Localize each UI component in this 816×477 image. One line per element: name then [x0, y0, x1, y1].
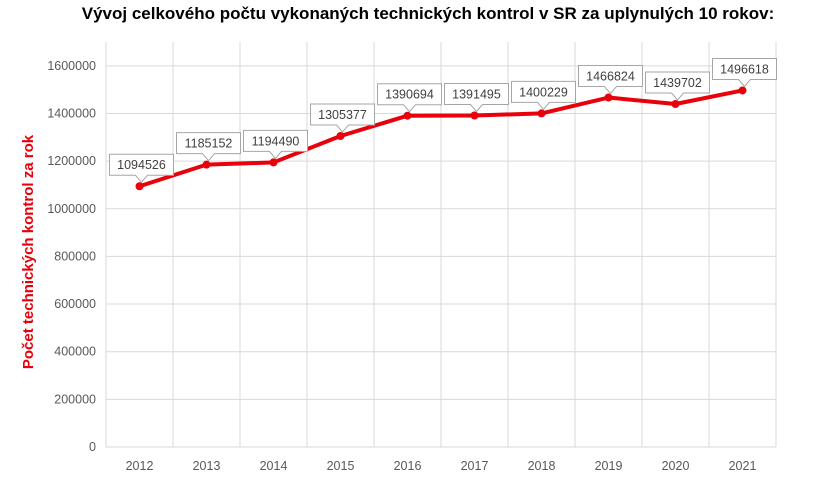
y-tick-label: 600000	[54, 297, 96, 311]
data-label-text: 1390694	[385, 88, 434, 102]
data-label-callout	[645, 71, 710, 101]
data-labels: 1094526 1185152 1194490 1305377 1390694 13914…	[109, 57, 777, 184]
data-label-callout	[377, 83, 442, 113]
data-label: 1391495	[444, 82, 509, 113]
data-label: 1094526	[109, 153, 174, 184]
x-axis-ticks: 2012 2013 2014 2015 2016 2017 2018 2019 2020 2021	[126, 459, 757, 473]
data-label-text: 1194490	[252, 134, 300, 148]
x-tick-label: 2013	[193, 459, 221, 473]
data-point	[336, 132, 345, 141]
data-label: 1185152	[176, 132, 241, 162]
data-label-callout	[109, 153, 174, 184]
data-label: 1439702	[645, 71, 710, 101]
data-point	[135, 182, 144, 191]
data-point	[202, 160, 211, 169]
x-tick-label: 2014	[260, 459, 288, 473]
y-tick-label: 1600000	[47, 59, 96, 73]
data-label-callout	[444, 82, 509, 113]
data-label-text: 1185152	[185, 137, 233, 151]
x-tick-label: 2020	[662, 459, 690, 473]
x-tick-label: 2021	[729, 459, 757, 473]
x-tick-label: 2018	[528, 459, 556, 473]
data-point	[604, 93, 613, 102]
data-label: 1390694	[377, 83, 442, 113]
data-label-text: 1094526	[117, 158, 166, 172]
y-tick-label: 200000	[54, 392, 96, 406]
data-label-callout	[712, 57, 777, 88]
data-point	[537, 109, 546, 118]
data-label-callout	[578, 65, 643, 95]
data-label-text: 1305377	[318, 108, 367, 122]
y-tick-label: 800000	[54, 249, 96, 263]
x-tick-label: 2017	[461, 459, 489, 473]
y-axis-ticks: 0 200000 400000 600000 800000 1000000 1200000 1…	[47, 59, 96, 454]
data-label-text: 1466824	[586, 70, 635, 84]
x-tick-label: 2019	[595, 459, 623, 473]
data-label: 1400229	[511, 80, 576, 111]
data-label-text: 1391495	[452, 87, 501, 101]
data-label: 1194490	[243, 129, 308, 160]
data-point	[470, 111, 479, 120]
data-point	[269, 158, 278, 167]
data-label-callout	[243, 129, 308, 160]
data-point	[738, 86, 747, 95]
chart-title: Vývoj celkového počtu vykonaných technic…	[81, 4, 775, 23]
y-tick-label: 1000000	[47, 202, 96, 216]
x-tick-label: 2012	[126, 459, 154, 473]
x-tick-label: 2016	[394, 459, 422, 473]
data-label-callout	[511, 80, 576, 111]
series-line-path	[137, 88, 745, 189]
data-point	[671, 100, 680, 109]
gridlines	[105, 42, 777, 448]
y-axis-label: Počet technických kontrol za rok	[20, 134, 37, 369]
data-label: 1466824	[578, 65, 643, 95]
data-label-text: 1400229	[519, 85, 568, 99]
data-label-callout	[310, 103, 375, 133]
y-tick-label: 0	[89, 440, 96, 454]
y-tick-label: 1400000	[47, 106, 96, 120]
y-tick-label: 400000	[54, 345, 96, 359]
data-label-callout	[176, 132, 241, 162]
data-label-text: 1496618	[720, 62, 769, 76]
series-line	[137, 88, 745, 189]
data-point	[403, 111, 412, 120]
data-label-text: 1439702	[653, 76, 702, 90]
data-points	[135, 86, 747, 191]
data-label: 1496618	[712, 57, 777, 88]
data-label: 1305377	[310, 103, 375, 133]
y-tick-label: 1200000	[47, 154, 96, 168]
x-tick-label: 2015	[327, 459, 355, 473]
